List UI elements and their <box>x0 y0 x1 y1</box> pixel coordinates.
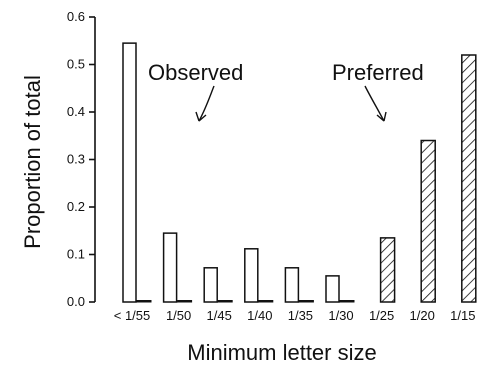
bar-preferred <box>379 237 396 303</box>
y-tick-label: 0.0 <box>67 294 85 309</box>
x-tick-label: 1/45 <box>207 308 232 323</box>
bar-observed <box>325 275 340 303</box>
y-tick-label: 0.1 <box>67 247 85 262</box>
bar-preferred <box>298 300 314 303</box>
bar-preferred <box>461 54 477 303</box>
bar-observed <box>162 232 178 303</box>
x-tick-labels: < 1/55 1/50 1/45 1/40 1/35 1/30 1/25 1/20 1/15 <box>114 308 476 323</box>
annotation-preferred-arrowhead <box>376 111 387 122</box>
x-tick-label: 1/25 <box>369 308 394 323</box>
annotation-observed-arrowhead <box>195 111 207 122</box>
x-tick-label: 1/15 <box>450 308 475 323</box>
bar-observed <box>122 42 137 303</box>
x-tick-label: < 1/55 <box>114 308 151 323</box>
bar-preferred <box>339 300 355 303</box>
x-axis-label: Minimum letter size <box>187 340 376 365</box>
y-axis-label: Proportion of total <box>20 75 45 249</box>
bar-preferred <box>136 300 152 303</box>
bar-preferred <box>177 300 193 303</box>
bar-preferred <box>258 300 274 303</box>
annotation-preferred: Preferred <box>332 60 424 85</box>
y-tick-label: 0.6 <box>67 9 85 24</box>
bar-preferred <box>420 139 436 303</box>
x-tick-label: 1/30 <box>328 308 353 323</box>
bars <box>122 42 477 303</box>
annotation-observed-arrow <box>198 85 215 122</box>
y-tick-label: 0.4 <box>67 104 85 119</box>
bar-observed <box>203 267 218 303</box>
x-tick-label: 1/40 <box>247 308 272 323</box>
y-tick-label: 0.3 <box>67 152 85 167</box>
y-ticks: 0.0 0.1 0.2 0.3 0.4 0.5 0.6 <box>67 9 95 309</box>
x-tick-label: 1/20 <box>410 308 435 323</box>
annotation-observed: Observed <box>148 60 243 85</box>
y-tick-label: 0.2 <box>67 199 85 214</box>
x-tick-label: 1/50 <box>166 308 191 323</box>
annotation-preferred-arrow <box>364 85 385 122</box>
x-tick-label: 1/35 <box>288 308 313 323</box>
y-tick-label: 0.5 <box>67 57 85 72</box>
bar-observed <box>284 267 300 303</box>
bar-preferred <box>217 300 233 303</box>
bar-observed <box>244 248 259 303</box>
